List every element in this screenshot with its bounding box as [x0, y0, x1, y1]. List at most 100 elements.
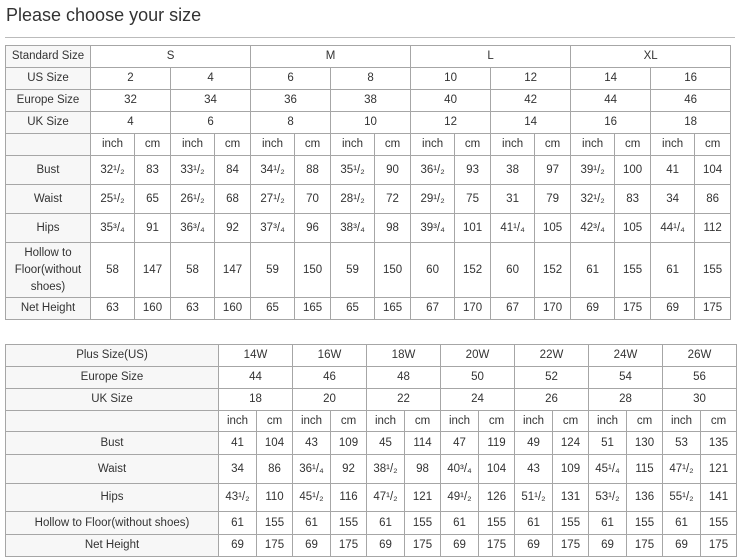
- table-cell: cm: [213, 133, 252, 156]
- row-label: Plus Size(US): [5, 344, 219, 367]
- table-cell: 38: [330, 89, 412, 112]
- table-cell: 61: [440, 511, 479, 535]
- table-cell: 47: [440, 431, 479, 455]
- table-cell: 26: [514, 388, 589, 411]
- table-cell: 45: [366, 431, 405, 455]
- table-cell: 100: [614, 155, 652, 185]
- table-cell: 16: [650, 67, 732, 90]
- table-cell: 43: [514, 454, 553, 484]
- table-cell: 25¹/₂: [90, 184, 135, 214]
- row-label: US Size: [5, 67, 91, 90]
- table-cell: cm: [374, 133, 412, 156]
- table-cell: 41: [218, 431, 257, 455]
- table-cell: 97: [534, 155, 572, 185]
- table-cell: 88: [294, 155, 332, 185]
- table-cell: 43¹/₂: [218, 483, 257, 512]
- table-cell: 165: [374, 297, 412, 320]
- table-cell: 47¹/₂: [662, 454, 701, 484]
- table-cell: 69: [662, 534, 701, 557]
- table-cell: 155: [256, 511, 293, 535]
- table-cell: 54: [588, 366, 663, 389]
- table-cell: 14W: [218, 344, 293, 367]
- table-cell: inch: [250, 133, 296, 156]
- table-cell: inch: [570, 133, 616, 156]
- table-cell: 175: [330, 534, 367, 557]
- table-cell: 83: [614, 184, 652, 214]
- page-title: Please choose your size: [6, 5, 202, 25]
- table-cell: inch: [366, 410, 405, 432]
- table-cell: 55¹/₂: [662, 483, 701, 512]
- table-cell: 36¹/₂: [410, 155, 456, 185]
- table-cell: 147: [134, 242, 171, 298]
- title-rule: [5, 37, 735, 38]
- table-cell: 175: [700, 534, 737, 557]
- table-cell: 155: [700, 511, 737, 535]
- table-cell: 69: [588, 534, 627, 557]
- table-cell: 14: [570, 67, 652, 90]
- table-cell: 121: [700, 454, 737, 484]
- table-cell: 72: [374, 184, 412, 214]
- row-label: Hollow to Floor(without shoes): [5, 242, 91, 298]
- table-cell: 14: [490, 111, 572, 134]
- table-cell: 30: [662, 388, 737, 411]
- table-cell: inch: [440, 410, 479, 432]
- table-cell: 18: [650, 111, 732, 134]
- table-cell: 65: [134, 184, 171, 214]
- table-cell: 28¹/₂: [330, 184, 376, 214]
- row-label: [5, 133, 91, 156]
- table-cell: cm: [330, 410, 367, 432]
- table-cell: 18: [218, 388, 293, 411]
- table-cell: 33¹/₂: [170, 155, 215, 185]
- table-cell: 34¹/₂: [250, 155, 296, 185]
- table-cell: 39³/₄: [410, 213, 456, 243]
- table-cell: 49¹/₂: [440, 483, 479, 512]
- row-label: [5, 410, 219, 432]
- table-cell: inch: [170, 133, 215, 156]
- table-row: Hips 43¹/₂ 110 45¹/₂ 116 47¹/₂ 121 49¹/₂ 126 51¹/…: [5, 483, 737, 512]
- table-cell: cm: [534, 133, 572, 156]
- table-cell: 22: [366, 388, 441, 411]
- table-cell: 59: [330, 242, 376, 298]
- table-cell: 6: [169, 111, 252, 134]
- table-cell: 119: [478, 431, 515, 455]
- table-cell: 34: [650, 184, 696, 214]
- table-cell: 10: [330, 111, 412, 134]
- table-row: Europe Size 32 34 36 38 40 42 44 46: [5, 89, 732, 112]
- table-cell: 110: [256, 483, 293, 512]
- row-label: Waist: [5, 454, 219, 484]
- table-cell: 61: [514, 511, 553, 535]
- table-cell: 68: [213, 184, 252, 214]
- table-cell: 104: [478, 454, 515, 484]
- table-cell: 126: [478, 483, 515, 512]
- table-cell: 16: [570, 111, 652, 134]
- table-row: Standard Size S M L XL: [5, 45, 732, 68]
- table-cell: 38³/₄: [330, 213, 376, 243]
- table-cell: 12: [410, 111, 492, 134]
- table-cell: 36: [250, 89, 332, 112]
- table-cell: 104: [694, 155, 732, 185]
- table-row: UK Size 4 6 8 10 12 14 16 18: [5, 111, 732, 134]
- table-cell: 61: [366, 511, 405, 535]
- table-cell: 52: [514, 366, 589, 389]
- table-cell: 69: [650, 297, 696, 320]
- table-cell: 155: [404, 511, 441, 535]
- table-cell: 65: [330, 297, 376, 320]
- table-cell: M: [250, 45, 412, 68]
- table-cell: 98: [404, 454, 441, 484]
- table-cell: inch: [410, 133, 456, 156]
- table-cell: 170: [454, 297, 492, 320]
- table-cell: 61: [292, 511, 331, 535]
- row-label: Standard Size: [5, 45, 91, 68]
- table-row: Waist 25¹/₂ 65 26¹/₂ 68 27¹/₂ 70 28¹/₂ 72 29¹/₂ 75…: [5, 184, 732, 214]
- table-cell: L: [410, 45, 572, 68]
- table-cell: 16W: [292, 344, 367, 367]
- table-cell: 135: [700, 431, 737, 455]
- table-cell: 155: [626, 511, 663, 535]
- size-table: Standard Size S M L XL US Size 2 4 6 8 10 12 14 16 Eur…: [5, 45, 732, 320]
- table-cell: 155: [330, 511, 367, 535]
- table-cell: 84: [213, 155, 252, 185]
- table-cell: 44: [570, 89, 652, 112]
- table-cell: 27¹/₂: [250, 184, 296, 214]
- table-cell: 141: [700, 483, 737, 512]
- row-label: Waist: [5, 184, 91, 214]
